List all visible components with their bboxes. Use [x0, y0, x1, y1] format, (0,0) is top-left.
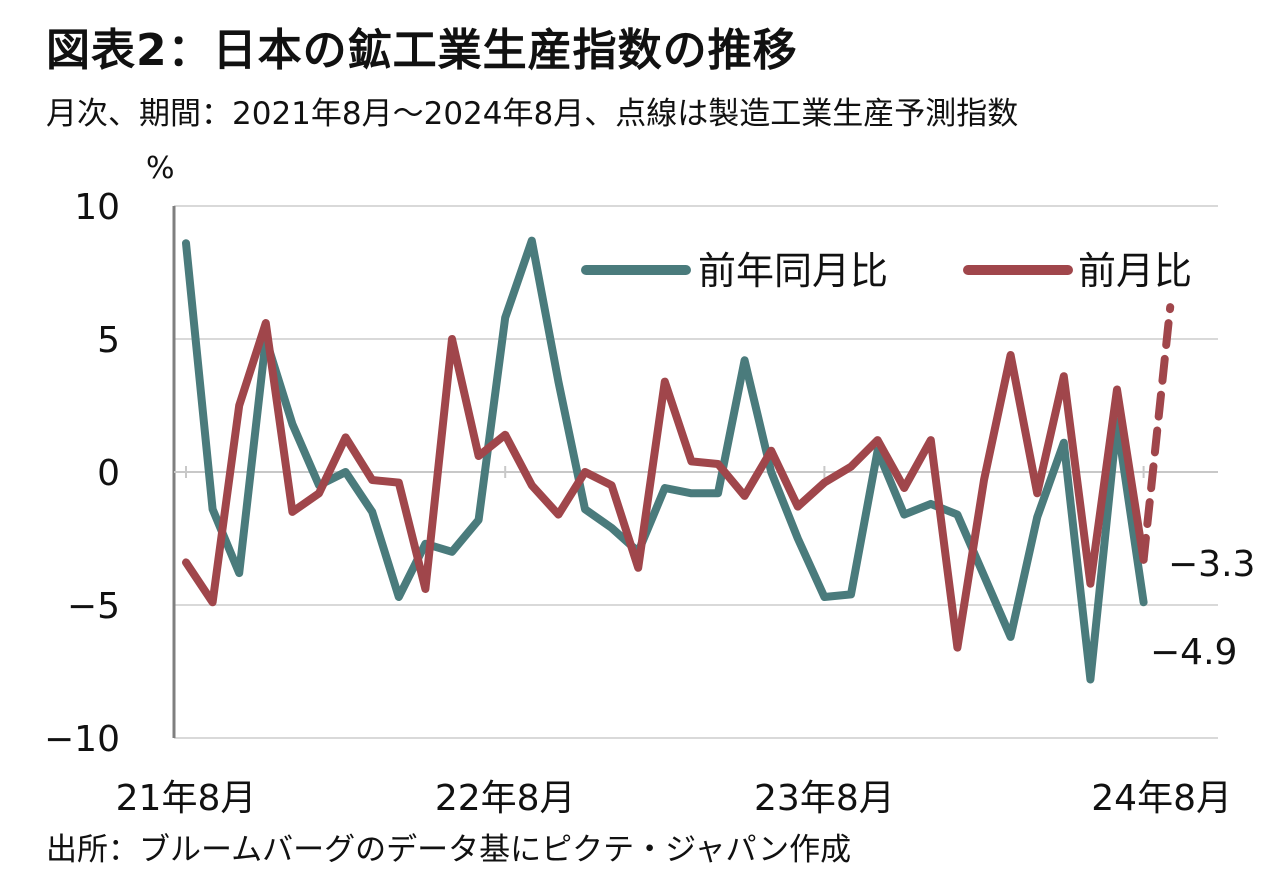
- y-tick-label: 10: [74, 187, 120, 228]
- x-tick-labels: 21年8月 22年8月 23年8月 24年8月: [116, 466, 1232, 819]
- y-axis-unit: %: [146, 151, 175, 186]
- chart-subtitle: 月次、期間：2021年8月～2024年8月、点線は製造工業生産予測指数: [46, 96, 1019, 132]
- legend-label: 前月比: [1078, 249, 1192, 293]
- y-tick-label: 0: [97, 453, 120, 494]
- y-tick-label: −10: [44, 719, 120, 760]
- x-tick-label: 22年8月: [435, 778, 576, 819]
- gridlines: [174, 205, 1218, 739]
- end-value-label: −4.9: [1150, 632, 1237, 673]
- chart-source: 出所：ブルームバーグのデータ基にピクテ・ジャパン作成: [46, 832, 852, 868]
- y-tick-label: 5: [97, 320, 120, 361]
- series-line-1: [182, 236, 1148, 684]
- y-tick-labels: 10 5 0 −5 −10: [44, 187, 120, 760]
- series-line-2: [182, 319, 1148, 652]
- legend-label: 前年同月比: [698, 249, 888, 293]
- end-value-label: −3.3: [1168, 544, 1255, 585]
- x-tick-label: 24年8月: [1091, 778, 1232, 819]
- legend: 前年同月比 前月比: [581, 249, 1192, 293]
- chart-title: 図表2：日本の鉱工業生産指数の推移: [46, 25, 798, 76]
- x-tick-label: 23年8月: [754, 778, 895, 819]
- end-labels: −4.9 −3.3: [1150, 544, 1255, 673]
- forecast-line: [1139, 303, 1175, 564]
- x-tick-label: 21年8月: [116, 778, 257, 819]
- y-tick-label: −5: [67, 586, 120, 627]
- series-layer: [182, 236, 1175, 684]
